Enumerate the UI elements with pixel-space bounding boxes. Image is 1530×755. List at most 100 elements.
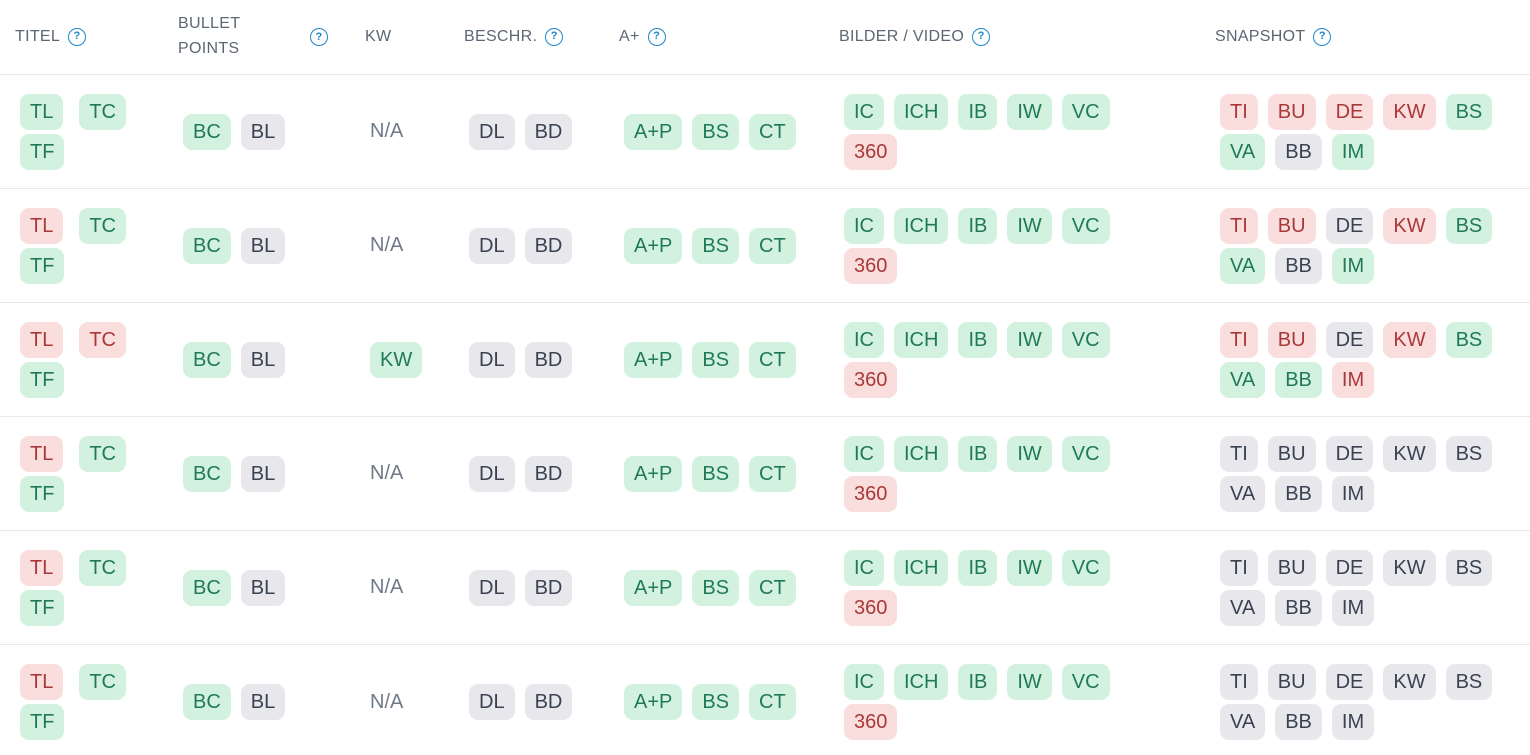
help-icon[interactable]: ? xyxy=(310,28,328,46)
badge-tl: TL xyxy=(20,549,64,586)
badge-tc: TC xyxy=(79,664,127,700)
badge-line: VA BB IM xyxy=(1220,704,1375,740)
help-icon[interactable]: ? xyxy=(545,27,564,46)
badge-ich: ICH xyxy=(894,435,949,472)
cell-bullet-points: BC BL xyxy=(163,455,350,492)
badge-bu: BU xyxy=(1267,664,1316,700)
badge-iw: IW xyxy=(1007,93,1052,130)
badge-line: IC ICH IB IW VC xyxy=(844,321,1110,358)
help-icon[interactable]: ? xyxy=(972,27,991,46)
badge-bb: BB xyxy=(1275,704,1322,740)
badge-bd: BD xyxy=(524,113,573,150)
badge-iw: IW xyxy=(1007,435,1052,472)
cell-titel: TL TC TF xyxy=(0,664,163,740)
badge-ic: IC xyxy=(844,435,884,472)
badge-kw: KW xyxy=(370,341,423,378)
badge-bu: BU xyxy=(1267,549,1316,586)
cell-beschr: DL BD xyxy=(449,569,604,606)
cell-bullet-points: BC BL xyxy=(163,569,350,606)
badge-ich: ICH xyxy=(894,664,949,700)
badge-line: IC ICH IB IW VC xyxy=(844,435,1110,472)
cell-kw: N/A xyxy=(350,691,449,714)
badge-line: TL TC xyxy=(20,549,127,586)
badge-bd: BD xyxy=(524,227,573,264)
badge-line: TF xyxy=(20,475,65,512)
badge-kw: KW xyxy=(1383,321,1436,358)
badge-tf: TF xyxy=(20,361,65,398)
badge-im: IM xyxy=(1331,133,1375,170)
badge-ic: IC xyxy=(844,664,884,700)
badge-line: IC ICH IB IW VC xyxy=(844,664,1110,700)
badge-360: 360 xyxy=(844,475,898,512)
column-label-snapshot: SNAPSHOT xyxy=(1215,27,1306,45)
badge-line: BC BL xyxy=(183,455,286,492)
badge-line: VA BB IM xyxy=(1220,133,1375,170)
cell-kw: N/A xyxy=(350,120,449,143)
badge-tc: TC xyxy=(79,321,127,358)
badge-360: 360 xyxy=(844,589,898,626)
badge-ct: CT xyxy=(749,341,796,378)
badge-vc: VC xyxy=(1061,435,1110,472)
badge-line: A+P BS CT xyxy=(624,113,796,150)
badge-line: TI BU DE KW BS xyxy=(1220,321,1493,358)
badge-bd: BD xyxy=(524,569,573,606)
cell-titel: TL TC TF xyxy=(0,549,163,626)
badge-bc: BC xyxy=(183,684,231,720)
cell-kw: KW xyxy=(350,341,449,378)
badge-tl: TL xyxy=(20,207,64,244)
badge-dl: DL xyxy=(469,684,515,720)
badge-tf: TF xyxy=(20,133,65,170)
badge-vc: VC xyxy=(1061,549,1110,586)
badge-ic: IC xyxy=(844,321,884,358)
badge-bs: BS xyxy=(692,455,740,492)
badge-line: TI BU DE KW BS xyxy=(1220,207,1493,244)
cell-snapshot: TI BU DE KW BS VA BB IM xyxy=(1200,435,1530,512)
badge-line: DL BD xyxy=(469,684,573,720)
column-header-kw: KW xyxy=(350,25,449,50)
badge-line: TF xyxy=(20,589,65,626)
cell-snapshot: TI BU DE KW BS VA BB IM xyxy=(1200,664,1530,740)
help-icon[interactable]: ? xyxy=(1313,27,1332,46)
badge-line: DL BD xyxy=(469,455,573,492)
badge-bu: BU xyxy=(1267,321,1316,358)
badge-de: DE xyxy=(1325,664,1374,700)
badge-bs: BS xyxy=(692,569,740,606)
help-icon[interactable]: ? xyxy=(647,27,666,46)
cell-aplus: A+P BS CT xyxy=(604,227,824,264)
cell-kw: N/A xyxy=(350,576,449,599)
badge-bd: BD xyxy=(524,341,573,378)
badge-line: TL TC xyxy=(20,664,127,700)
table-row: TL TC TF BC BL N/A DL BD A+P BS CT IC ICH IB IW VC 360 TI… xyxy=(0,645,1530,755)
badge-bl: BL xyxy=(240,341,286,378)
badge-ct: CT xyxy=(749,455,796,492)
badge-vc: VC xyxy=(1061,664,1110,700)
column-label-kw: KW xyxy=(365,27,392,45)
badge-a-p: A+P xyxy=(624,569,683,606)
badge-line: A+P BS CT xyxy=(624,569,796,606)
badge-va: VA xyxy=(1220,133,1266,170)
badge-ic: IC xyxy=(844,549,884,586)
cell-beschr: DL BD xyxy=(449,684,604,720)
badge-a-p: A+P xyxy=(624,227,683,264)
badge-tc: TC xyxy=(79,549,127,586)
cell-titel: TL TC TF xyxy=(0,321,163,398)
badge-bc: BC xyxy=(183,341,231,378)
badge-line: VA BB IM xyxy=(1220,589,1375,626)
help-icon[interactable]: ? xyxy=(68,27,87,46)
column-header-aplus: A+? xyxy=(604,25,824,50)
column-label-bullet-points: BULLET POINTS xyxy=(178,15,240,57)
badge-ti: TI xyxy=(1220,93,1258,130)
badge-line: BC BL xyxy=(183,684,286,720)
badge-bb: BB xyxy=(1275,475,1322,512)
badge-bu: BU xyxy=(1267,207,1316,244)
cell-aplus: A+P BS CT xyxy=(604,113,824,150)
badge-bs: BS xyxy=(1445,435,1493,472)
badge-line: TL TC xyxy=(20,207,127,244)
cell-aplus: A+P BS CT xyxy=(604,341,824,378)
badge-a-p: A+P xyxy=(624,455,683,492)
badge-bc: BC xyxy=(183,569,231,606)
badge-tc: TC xyxy=(79,207,127,244)
column-label-titel: TITEL xyxy=(15,27,61,45)
badge-bs: BS xyxy=(692,684,740,720)
badge-ct: CT xyxy=(749,569,796,606)
